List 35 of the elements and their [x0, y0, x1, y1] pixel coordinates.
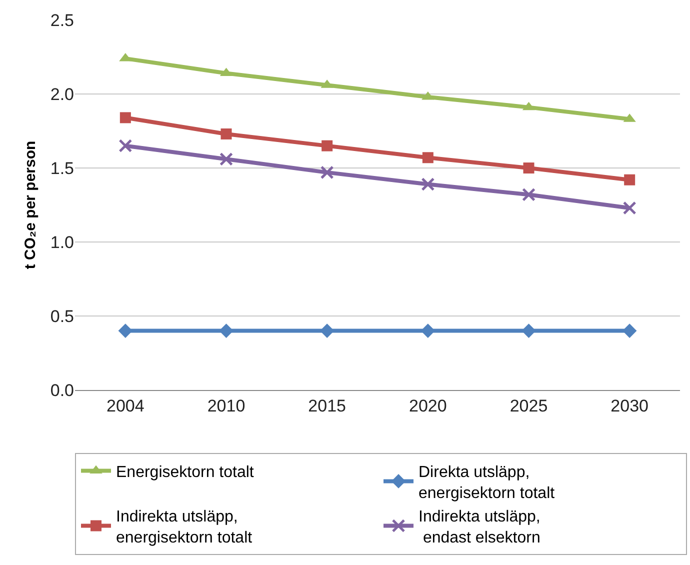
y-tick-label: 0.0	[50, 380, 74, 400]
point	[523, 162, 534, 174]
x-tick-label: 2004	[106, 396, 144, 416]
y-tick-label: 2.0	[50, 84, 74, 104]
legend-label: Indirekta utsläpp, energisektorn totalt	[116, 508, 253, 546]
point	[320, 166, 334, 180]
y-axis-title: t CO₂e per person	[22, 140, 39, 270]
x-tick-label: 2025	[510, 396, 548, 416]
point	[622, 201, 636, 215]
point	[322, 140, 333, 152]
point	[320, 324, 334, 338]
y-tick-label: 2.5	[50, 10, 74, 30]
legend-label: Energisektorn totalt	[116, 464, 254, 482]
legend-label: Direkta utsläpp, energisektorn totalt	[418, 464, 556, 502]
point	[421, 178, 435, 192]
point	[622, 324, 637, 338]
x-tick-label: 2010	[207, 396, 246, 416]
point	[422, 152, 434, 164]
point	[420, 324, 436, 338]
x-tick-label: 2015	[308, 396, 346, 416]
x-tick-label: 2020	[409, 396, 447, 416]
point	[522, 324, 536, 338]
point	[624, 174, 636, 186]
point	[220, 152, 233, 166]
point	[522, 188, 536, 202]
y-tick-label: 1.5	[50, 158, 74, 178]
point	[118, 139, 132, 153]
legend-label: Indirekta utsläpp, endast elsektorn	[418, 508, 540, 546]
y-tick-label: 0.5	[50, 306, 74, 326]
point	[220, 128, 232, 140]
x-tick-label: 2030	[610, 396, 648, 416]
point	[219, 324, 234, 338]
y-tick-label: 1.0	[50, 232, 74, 252]
point	[120, 112, 131, 124]
point	[118, 324, 133, 338]
